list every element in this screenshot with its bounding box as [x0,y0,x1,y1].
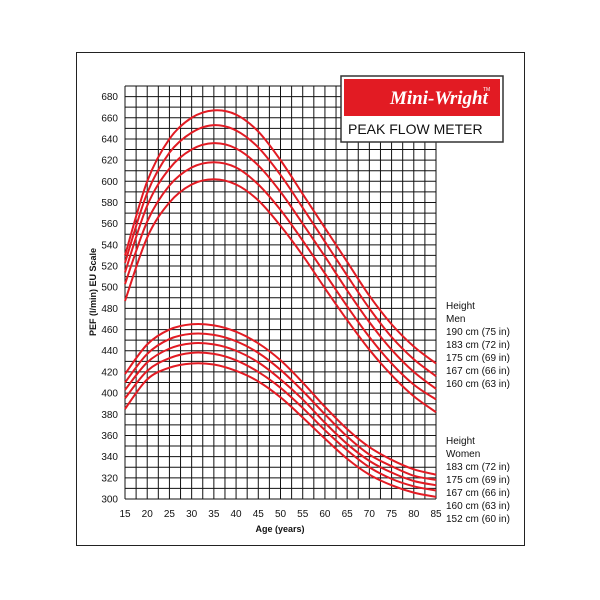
legend-entry: 160 cm (63 in) [446,379,510,390]
x-tick-label: 60 [319,509,331,520]
y-tick-label: 520 [101,262,118,273]
y-tick-label: 380 [101,410,118,421]
x-tick-label: 40 [231,509,243,520]
legend-subtitle: Women [446,449,480,460]
x-tick-label: 80 [408,509,420,520]
y-axis-label: PEF (l/min) EU Scale [88,248,98,336]
x-tick-label: 65 [342,509,354,520]
legend-entry: 167 cm (66 in) [446,366,510,377]
y-tick-label: 660 [101,113,118,124]
x-tick-label: 35 [208,509,220,520]
y-tick-label: 600 [101,177,118,188]
y-tick-label: 480 [101,304,118,315]
y-tick-label: 440 [101,346,118,357]
men-curve [124,124,437,377]
x-tick-label: 50 [275,509,287,520]
men-curve [124,161,437,401]
chart-grid [124,85,437,500]
x-tick-label: 20 [142,509,154,520]
y-tick-label: 540 [101,240,118,251]
legend-entry: 167 cm (66 in) [446,488,510,499]
legend-entry: 190 cm (75 in) [446,327,510,338]
y-tick-label: 420 [101,367,118,378]
women-curve [124,342,437,487]
legend-title: Height [446,436,475,447]
x-tick-label: 70 [364,509,376,520]
y-tick-label: 360 [101,431,118,442]
legend-entry: 183 cm (72 in) [446,340,510,351]
y-tick-label: 300 [101,495,118,506]
x-tick-label: 45 [253,509,265,520]
y-tick-label: 500 [101,283,118,294]
legend-title: Height [446,301,475,312]
y-tick-label: 620 [101,156,118,167]
women-curve [124,362,437,498]
y-tick-label: 460 [101,325,118,336]
women-curve [124,322,437,476]
chart-legend: Height Men 190 cm (75 in) 183 cm (72 in) 175… [446,301,510,525]
y-tick-label: 400 [101,389,118,400]
legend-entry: 175 cm (69 in) [446,353,510,364]
logo-brand-band [344,79,500,116]
chart-ticks: 15 20 25 30 35 40 45 50 55 60 65 70 75 80 85 300 320 340 3… [101,92,442,520]
legend-entry: 152 cm (60 in) [446,514,510,525]
men-curve [124,178,437,413]
women-curve [124,332,437,481]
y-tick-label: 320 [101,473,118,484]
y-tick-label: 580 [101,198,118,209]
legend-entry: 160 cm (63 in) [446,501,510,512]
men-curve [124,109,437,365]
mini-wright-logo: Mini-Wright TM PEAK FLOW METER [340,75,504,143]
logo-trademark: TM [483,87,490,93]
y-tick-label: 640 [101,134,118,145]
y-tick-label: 340 [101,452,118,463]
legend-subtitle: Men [446,314,465,325]
logo-product-text: PEAK FLOW METER [348,121,483,137]
x-tick-label: 75 [386,509,398,520]
y-tick-label: 680 [101,92,118,103]
x-tick-label: 55 [297,509,309,520]
x-tick-label: 30 [186,509,198,520]
x-axis-label: Age (years) [255,524,304,534]
logo-brand-text: Mini-Wright [389,88,489,109]
x-tick-label: 85 [430,509,442,520]
men-curve [124,142,437,390]
chart-curves [124,109,437,498]
y-tick-label: 560 [101,219,118,230]
x-tick-label: 15 [119,509,131,520]
legend-entry: 183 cm (72 in) [446,462,510,473]
x-tick-label: 25 [164,509,176,520]
legend-entry: 175 cm (69 in) [446,475,510,486]
women-curve [124,351,437,492]
